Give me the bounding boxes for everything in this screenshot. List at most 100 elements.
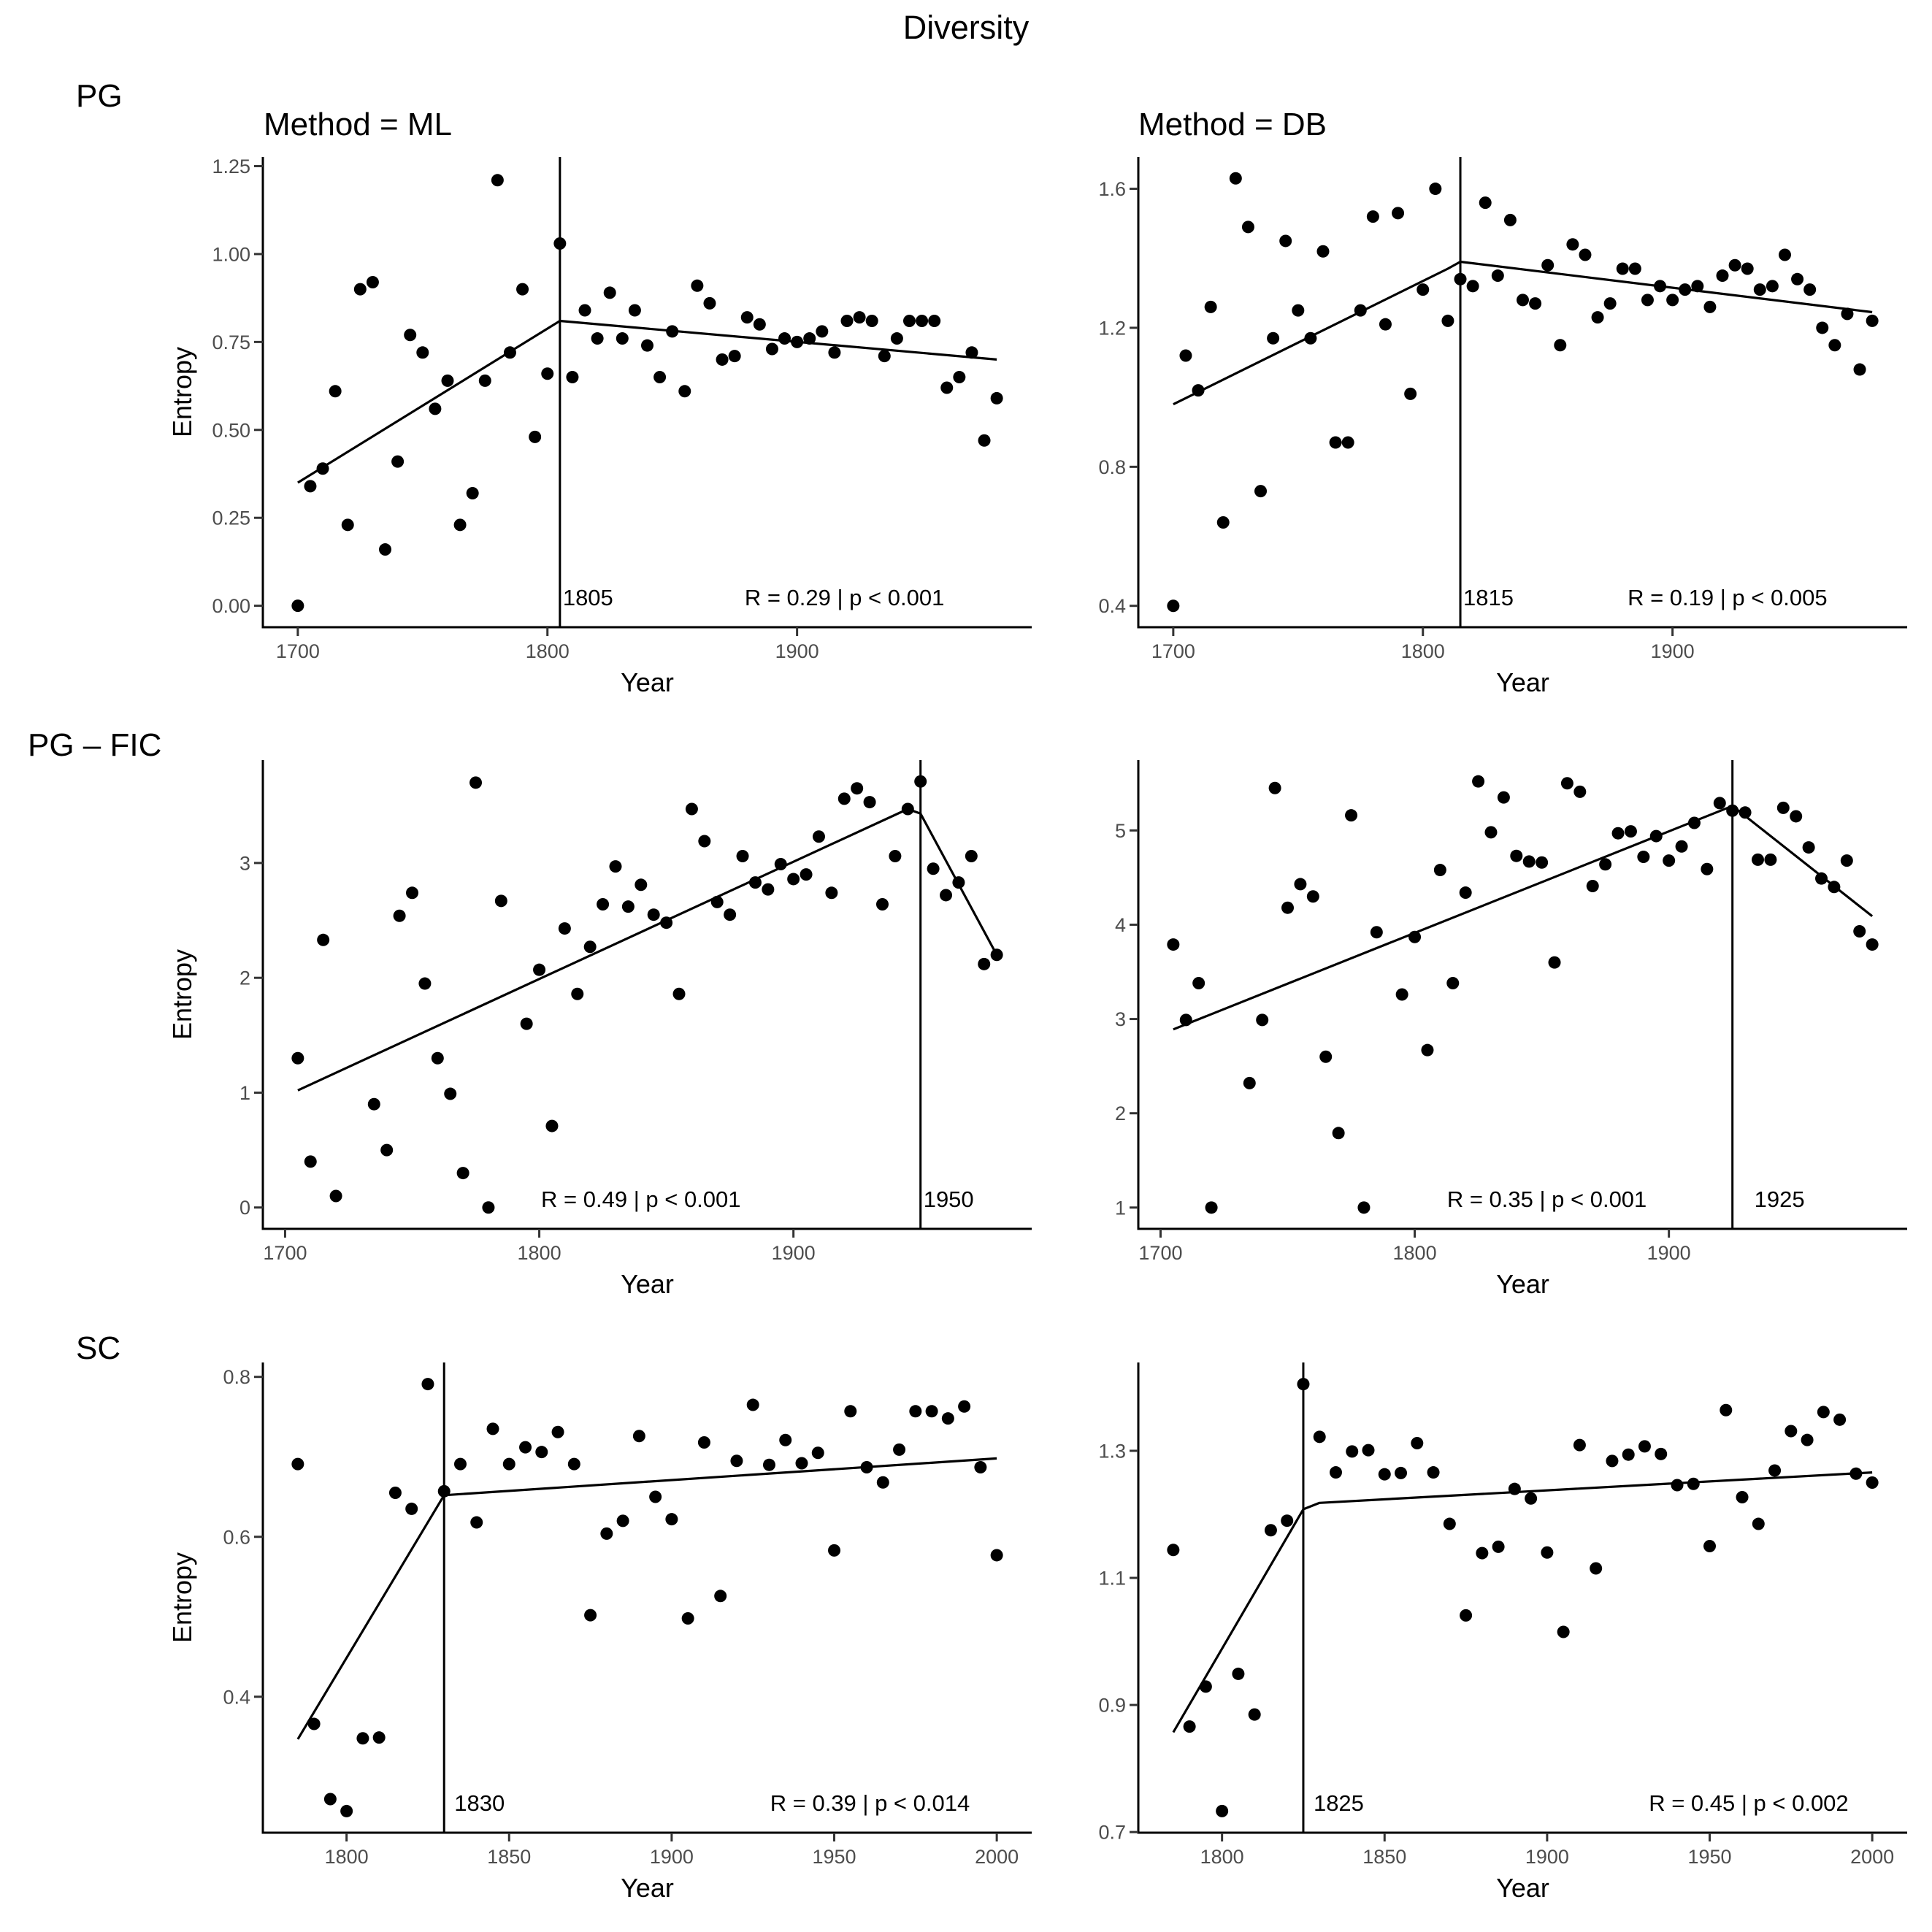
data-point bbox=[665, 1513, 678, 1526]
data-point bbox=[600, 1527, 613, 1540]
data-point bbox=[1655, 1447, 1668, 1460]
data-point bbox=[1329, 1466, 1342, 1479]
x-tick-label: 1800 bbox=[1393, 1242, 1437, 1264]
data-point bbox=[307, 1717, 321, 1730]
y-tick-label: 0.00 bbox=[212, 595, 250, 617]
x-tick-label: 2000 bbox=[975, 1846, 1019, 1868]
panel-pg-ml: 0.00 0.25 0.50 0.75 1.00 1.25 1700 1800 1900 Year… bbox=[167, 156, 1032, 697]
data-point bbox=[1841, 307, 1854, 321]
data-point bbox=[844, 1405, 857, 1418]
data-point bbox=[1417, 283, 1430, 296]
data-point bbox=[1560, 777, 1573, 790]
data-point bbox=[635, 878, 648, 892]
data-point bbox=[1566, 238, 1579, 251]
data-point bbox=[914, 775, 927, 788]
data-point bbox=[965, 849, 978, 862]
data-point bbox=[453, 1457, 467, 1471]
data-point bbox=[418, 977, 432, 990]
data-point bbox=[1866, 314, 1879, 327]
data-point bbox=[1866, 938, 1879, 951]
data-point bbox=[1362, 1444, 1375, 1457]
data-point bbox=[1232, 1667, 1245, 1680]
data-point bbox=[553, 237, 567, 250]
data-point bbox=[1264, 1524, 1277, 1537]
y-tick-label: 0.75 bbox=[212, 331, 250, 353]
data-point bbox=[1204, 300, 1217, 313]
x-axis-title: Year bbox=[1496, 667, 1549, 697]
data-point bbox=[1541, 1546, 1554, 1559]
data-point bbox=[647, 908, 660, 921]
y-tick-label: 1.3 bbox=[1098, 1440, 1126, 1462]
data-point bbox=[1357, 1201, 1371, 1214]
data-point bbox=[291, 1457, 304, 1471]
data-point bbox=[356, 1732, 369, 1745]
data-point bbox=[1316, 245, 1330, 258]
breakpoint-label: 1815 bbox=[1463, 585, 1514, 610]
data-point bbox=[545, 1119, 559, 1132]
data-point bbox=[1741, 262, 1754, 275]
data-point bbox=[795, 1457, 808, 1470]
data-point bbox=[1229, 172, 1242, 185]
data-point bbox=[1616, 262, 1629, 275]
breakpoint-label: 1825 bbox=[1314, 1790, 1364, 1816]
data-point bbox=[1366, 210, 1379, 223]
data-point bbox=[1484, 826, 1498, 839]
data-point bbox=[520, 1017, 533, 1030]
y-tick-label: 0.25 bbox=[212, 507, 250, 529]
x-tick-label: 1950 bbox=[812, 1846, 856, 1868]
data-point bbox=[953, 371, 966, 384]
x-tick-label: 1900 bbox=[1525, 1846, 1569, 1868]
data-point bbox=[304, 1155, 317, 1168]
data-point bbox=[632, 1430, 645, 1443]
data-point bbox=[1853, 924, 1866, 938]
data-point bbox=[1476, 1546, 1489, 1560]
data-point bbox=[1778, 248, 1791, 261]
data-point bbox=[876, 1476, 889, 1489]
data-point bbox=[698, 835, 711, 848]
data-point bbox=[649, 1490, 662, 1503]
data-point bbox=[828, 1544, 841, 1557]
x-tick-label: 1900 bbox=[1651, 640, 1695, 662]
data-point bbox=[1816, 321, 1829, 334]
data-point bbox=[1216, 1804, 1229, 1817]
data-point bbox=[616, 1514, 629, 1527]
data-point bbox=[304, 480, 317, 493]
data-point bbox=[380, 1143, 394, 1157]
x-tick-label: 1700 bbox=[1151, 640, 1195, 662]
data-point bbox=[393, 909, 406, 922]
y-tick-label: 1.1 bbox=[1098, 1568, 1126, 1590]
data-point bbox=[429, 402, 442, 415]
data-point bbox=[1833, 1413, 1847, 1426]
data-point bbox=[716, 353, 729, 366]
data-point bbox=[1281, 901, 1295, 914]
y-tick-label: 0.50 bbox=[212, 419, 250, 441]
data-point bbox=[1579, 248, 1592, 261]
data-point bbox=[1586, 880, 1599, 893]
data-point bbox=[1411, 1437, 1424, 1450]
data-point bbox=[697, 1436, 710, 1449]
data-point bbox=[1591, 311, 1604, 324]
data-point bbox=[478, 374, 491, 387]
data-point bbox=[533, 963, 546, 976]
regression-fit-line bbox=[296, 1457, 997, 1740]
data-point bbox=[456, 1167, 469, 1180]
x-axis-title: Year bbox=[1496, 1269, 1549, 1299]
y-tick-label: 0.6 bbox=[223, 1526, 250, 1548]
data-point bbox=[958, 1400, 971, 1413]
data-point bbox=[1392, 207, 1405, 220]
data-point bbox=[1341, 436, 1354, 449]
data-point bbox=[1606, 1454, 1619, 1468]
panel-sc-ml: 0.4 0.6 0.8 1800 1850 1900 1950 2000 Year Entropy… bbox=[167, 1362, 1032, 1903]
data-point bbox=[491, 174, 504, 187]
data-point bbox=[1701, 862, 1714, 875]
data-point bbox=[778, 332, 791, 345]
y-tick-label: 1.00 bbox=[212, 243, 250, 265]
data-point bbox=[1790, 810, 1803, 823]
data-point bbox=[714, 1590, 727, 1603]
data-point bbox=[323, 1793, 337, 1806]
data-point bbox=[691, 279, 704, 292]
y-axis-title: Entropy bbox=[167, 347, 197, 437]
data-point bbox=[1446, 977, 1460, 990]
data-point bbox=[1429, 183, 1442, 196]
